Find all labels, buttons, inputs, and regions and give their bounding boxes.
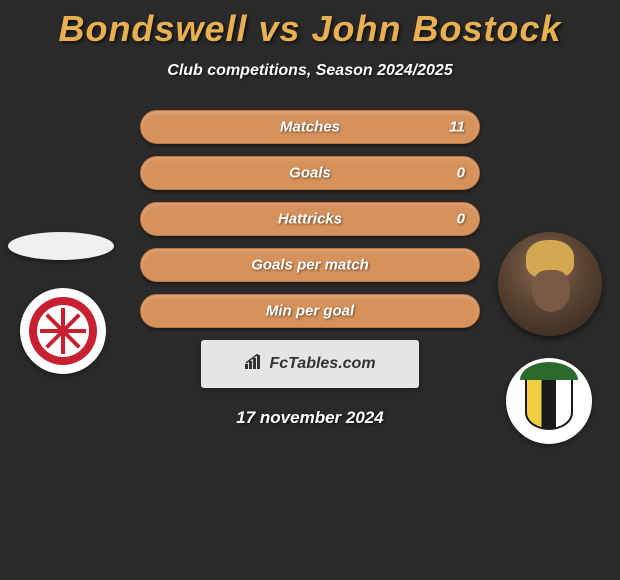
chart-icon [244, 354, 264, 375]
player-left-column [8, 232, 114, 374]
stat-row-goals-per-match: Goals per match [140, 248, 480, 282]
stat-right-value: 0 [457, 165, 465, 182]
stat-label: Hattricks [278, 211, 342, 228]
stat-row-min-per-goal: Min per goal [140, 294, 480, 328]
watermark: FcTables.com [201, 340, 419, 388]
stat-row-goals: Goals 0 [140, 156, 480, 190]
stat-row-matches: Matches 11 [140, 110, 480, 144]
stat-row-hattricks: Hattricks 0 [140, 202, 480, 236]
watermark-text: FcTables.com [269, 355, 375, 373]
stat-label: Matches [280, 119, 340, 136]
player-right-club-badge [506, 358, 592, 444]
player-right-photo [498, 232, 602, 336]
stat-rows: Matches 11 Goals 0 Hattricks 0 Goals per… [140, 110, 480, 328]
player-right-column [498, 232, 602, 444]
stat-label: Min per goal [266, 303, 354, 320]
comparison-main: Matches 11 Goals 0 Hattricks 0 Goals per… [0, 110, 620, 428]
stat-label: Goals per match [251, 257, 369, 274]
comparison-title: Bondswell vs John Bostock [0, 0, 620, 50]
player-left-club-badge [20, 288, 106, 374]
comparison-subtitle: Club competitions, Season 2024/2025 [0, 62, 620, 80]
stat-right-value: 0 [457, 211, 465, 228]
stat-right-value: 11 [449, 119, 465, 136]
player-left-photo [8, 232, 114, 260]
stat-label: Goals [289, 165, 331, 182]
